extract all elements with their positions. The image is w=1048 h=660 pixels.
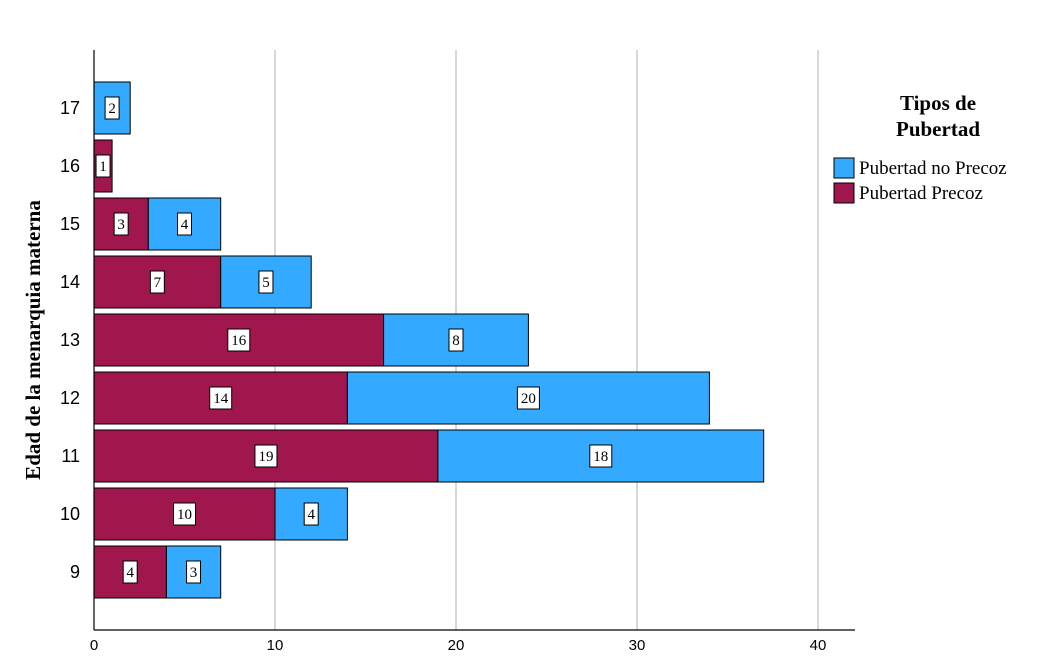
data-label: 16 [231, 333, 247, 349]
legend-swatch [833, 182, 855, 204]
data-label: 14 [213, 391, 229, 407]
data-label-box [177, 212, 192, 236]
data-label: 18 [593, 449, 608, 465]
category-label: 11 [61, 446, 80, 466]
legend-swatch [833, 157, 855, 179]
category-labels: 9 10 11 12 13 14 15 16 17 [60, 98, 80, 582]
data-label: 2 [108, 101, 116, 117]
data-label: 20 [521, 391, 536, 407]
data-label: 4 [126, 565, 134, 581]
data-label: 3 [190, 565, 198, 581]
data-label: 10 [177, 507, 192, 523]
data-label: 3 [117, 217, 125, 233]
x-tick-label: 20 [448, 637, 465, 654]
data-label: 4 [181, 217, 189, 233]
data-label-box [186, 560, 202, 584]
category-label: 16 [60, 156, 80, 176]
data-label: 7 [154, 275, 162, 291]
legend-label: Pubertad no Precoz [859, 158, 1007, 179]
x-tick-label: 10 [267, 637, 284, 654]
data-label-box [209, 386, 233, 410]
data-label-box [104, 96, 120, 120]
legend-title-line-1: Tipos de [900, 91, 976, 115]
y-axis-title: Edad de la menarquia materna [21, 200, 45, 480]
legend: Tipos de Pubertad Pubertad no PrecozPube… [833, 91, 1007, 204]
data-label: 4 [307, 507, 315, 523]
data-label-box [254, 444, 278, 468]
x-tick-label: 0 [90, 637, 98, 654]
bars: 4 3 10 4 19 18 14 20 16 8 7 5 3 4 1 2 [93, 81, 765, 599]
data-label-box [448, 328, 464, 352]
category-label: 10 [60, 504, 80, 524]
x-tick-label: 30 [629, 637, 646, 654]
axes [93, 50, 855, 631]
data-label: 5 [262, 275, 270, 291]
data-label: 19 [258, 449, 273, 465]
category-label: 9 [70, 562, 80, 582]
category-label: 15 [60, 214, 80, 234]
category-label: 13 [60, 330, 80, 350]
data-label-box [173, 502, 196, 526]
category-label: 14 [60, 272, 80, 292]
data-label: 8 [452, 333, 460, 349]
data-label-box [95, 154, 111, 178]
legend-title-line-2: Pubertad [896, 117, 980, 141]
data-label-box [258, 270, 274, 294]
x-tick-labels: 0 10 20 30 40 [90, 637, 827, 654]
data-label: 1 [99, 159, 107, 175]
data-label-box [149, 270, 165, 294]
data-label-box [516, 386, 540, 410]
legend-label: Pubertad Precoz [859, 183, 983, 204]
legend-items: Pubertad no Precoz Pubertad Precoz [833, 157, 1007, 204]
category-label: 12 [60, 388, 80, 408]
x-tick-label: 40 [810, 637, 827, 654]
data-label-box [227, 328, 251, 352]
data-label-box [303, 502, 319, 526]
data-label-box [122, 560, 138, 584]
data-label-box [589, 444, 613, 468]
data-label-box [113, 212, 129, 236]
category-label: 17 [60, 98, 80, 118]
